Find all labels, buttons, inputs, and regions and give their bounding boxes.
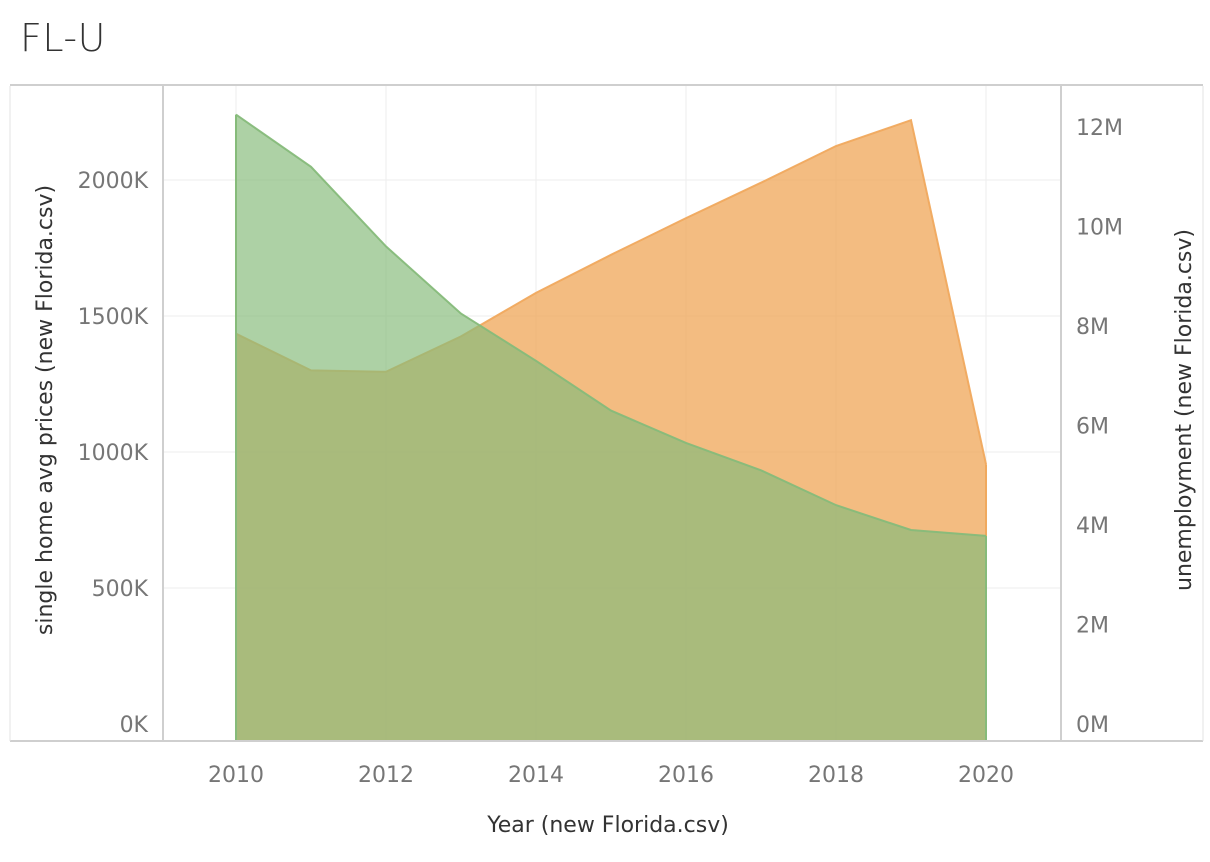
right-y-tick-label: 2M (1076, 614, 1109, 639)
right-y-tick-label: 8M (1076, 315, 1109, 340)
chart-title: FL-U (20, 16, 106, 60)
x-tick-label: 2012 (358, 763, 414, 788)
x-axis-title: Year (new Florida.csv) (486, 813, 729, 838)
right-y-tick-label: 4M (1076, 514, 1109, 539)
tick-labels: 2010 2012 2014 2016 2018 2020 0K 500K 1000K 1500K… (78, 116, 1123, 788)
left-y-axis-title: single home avg prices (new Florida.csv) (33, 185, 58, 635)
right-y-tick-label: 0M (1076, 713, 1109, 738)
x-tick-label: 2020 (958, 763, 1014, 788)
left-y-tick-label: 500K (92, 577, 149, 602)
x-tick-label: 2014 (508, 763, 564, 788)
right-y-axis-title: unemployment (new Florida.csv) (1172, 229, 1197, 591)
right-y-tick-label: 10M (1076, 216, 1123, 241)
left-y-tick-label: 1500K (78, 305, 149, 330)
x-tick-label: 2010 (208, 763, 264, 788)
x-tick-label: 2018 (808, 763, 864, 788)
left-y-tick-label: 0K (120, 713, 149, 738)
left-y-tick-label: 1000K (78, 441, 149, 466)
right-y-tick-label: 12M (1076, 116, 1123, 141)
area-series (235, 113, 987, 742)
x-tick-label: 2016 (658, 763, 714, 788)
line-right (235, 113, 987, 537)
axes (9, 84, 1204, 742)
area-right (236, 114, 986, 742)
right-y-tick-label: 6M (1076, 415, 1109, 440)
left-y-tick-label: 2000K (78, 169, 149, 194)
